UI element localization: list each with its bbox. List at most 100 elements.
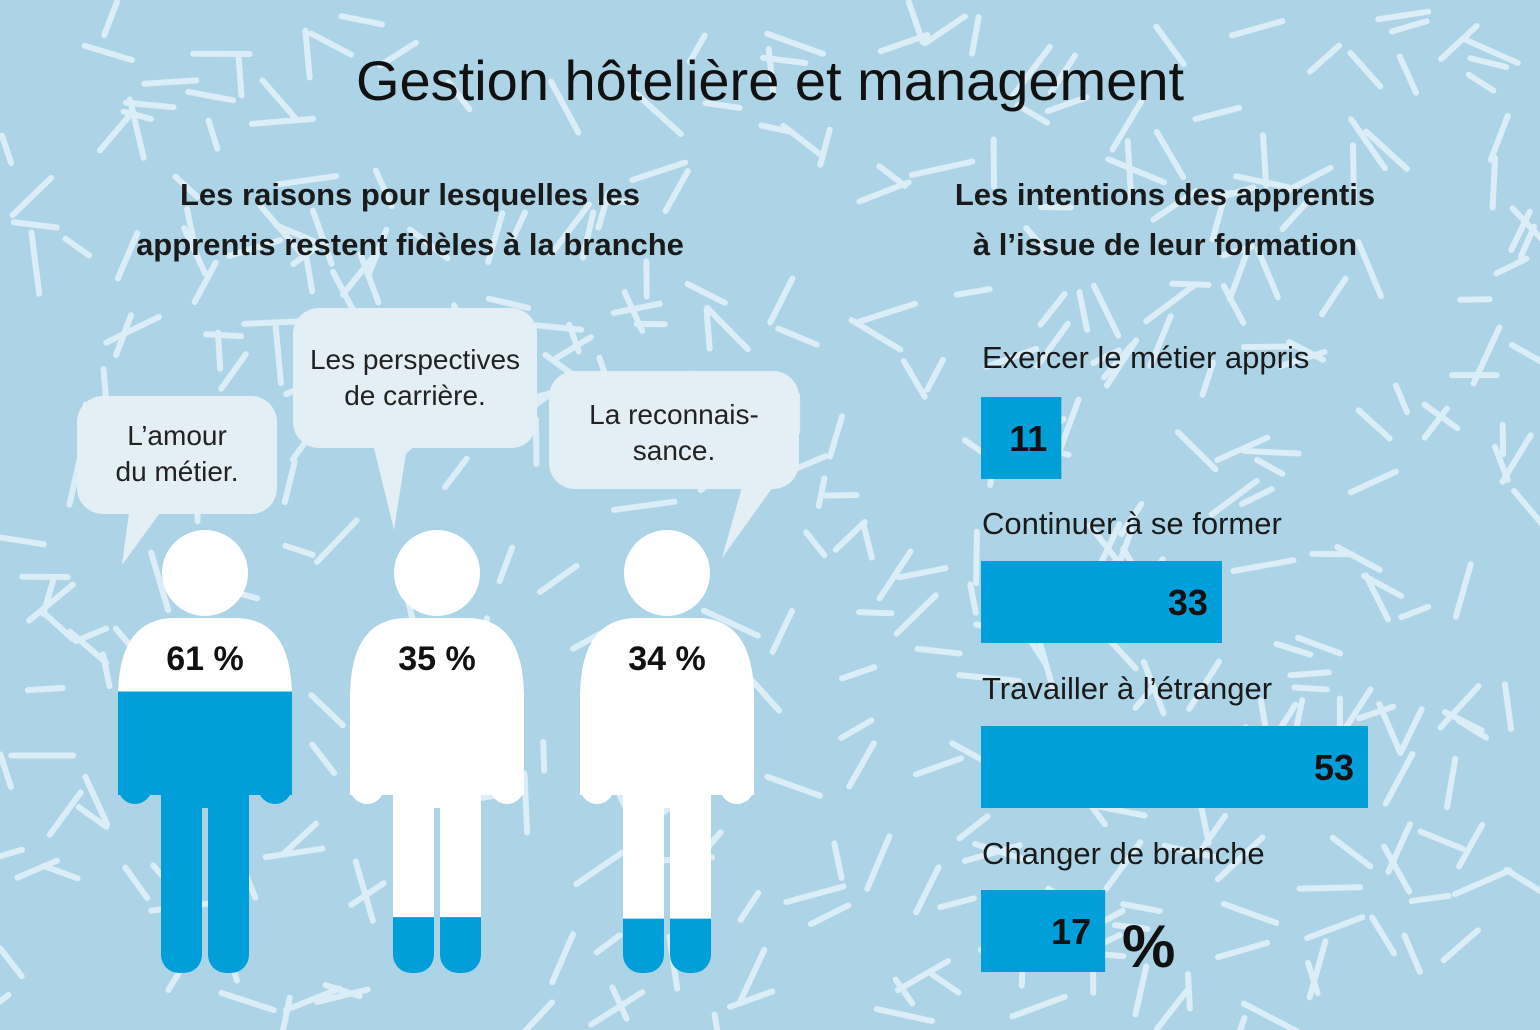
background-dash — [1401, 932, 1423, 975]
background-dash — [1236, 1014, 1248, 1030]
background-dash — [588, 989, 646, 1028]
background-dash — [1273, 641, 1314, 658]
background-dash — [1509, 205, 1540, 242]
background-dash — [1215, 939, 1271, 961]
background-dash — [1254, 246, 1281, 301]
background-dash — [1462, 36, 1521, 66]
background-dash — [1443, 755, 1459, 811]
left-subtitle-line-1: Les raisons pour lesquelles les — [179, 177, 641, 212]
background-dash — [1503, 866, 1540, 895]
background-dash — [40, 578, 57, 617]
left-subtitle: Les raisons pour lesquelles les apprenti… — [80, 170, 740, 270]
background-dash — [1304, 914, 1366, 942]
background-dash — [700, 607, 761, 639]
background-dash — [1361, 572, 1405, 600]
figure-fill — [623, 918, 711, 973]
background-dash — [726, 988, 776, 1010]
background-dash — [1090, 347, 1122, 366]
background-dash — [126, 96, 147, 161]
background-dash — [1241, 447, 1302, 457]
bubble-1-line-1: L’amour — [127, 420, 227, 451]
background-dash — [1369, 914, 1398, 957]
background-dash — [1421, 405, 1450, 441]
figure-body — [580, 618, 754, 973]
background-dash — [1230, 557, 1297, 574]
background-dash — [257, 202, 304, 256]
background-dash — [758, 122, 795, 135]
background-dash — [1107, 638, 1139, 672]
background-dash — [573, 849, 626, 888]
background-dash — [141, 77, 200, 87]
background-dash — [967, 581, 979, 616]
background-dash — [259, 77, 299, 122]
background-dash — [1229, 18, 1286, 39]
background-dash — [1440, 927, 1481, 964]
background-dash — [1143, 282, 1198, 325]
background-dash — [1306, 938, 1329, 1001]
background-dash — [1186, 658, 1222, 712]
background-dash — [1381, 843, 1413, 895]
background-dash — [24, 685, 66, 694]
background-dash — [521, 770, 531, 836]
background-dash — [101, 0, 121, 39]
background-dash — [1318, 275, 1349, 318]
bar-label-1: Exercer le métier appris — [982, 340, 1310, 375]
background-dash — [185, 88, 236, 104]
background-dash — [1392, 382, 1411, 416]
figure-value-label-3: 34 % — [628, 640, 706, 678]
background-dash — [10, 219, 60, 231]
background-dash — [860, 521, 875, 561]
background-dash — [0, 534, 47, 548]
background-dash — [540, 738, 548, 774]
background-dash — [598, 198, 640, 206]
background-dash — [921, 13, 968, 47]
background-dash — [1254, 456, 1286, 477]
background-dash — [1048, 52, 1078, 96]
intention-bar-4 — [981, 890, 1106, 972]
background-dash — [1456, 821, 1486, 870]
background-dash — [441, 455, 470, 491]
background-dash — [235, 51, 245, 99]
background-dash — [26, 581, 76, 624]
background-dash — [1199, 359, 1217, 398]
background-dash — [703, 307, 713, 352]
background-dash — [0, 945, 25, 980]
background-dash — [1240, 343, 1294, 351]
background-dash — [1214, 834, 1266, 883]
background-dash — [764, 30, 826, 57]
background-dash — [1090, 282, 1122, 339]
background-dash — [609, 984, 630, 1022]
background-dash — [0, 751, 14, 790]
background-dash — [1037, 290, 1068, 328]
background-dash — [633, 91, 684, 137]
background-dash — [962, 842, 1023, 864]
background-dash — [99, 651, 113, 690]
background-dash — [815, 475, 828, 509]
background-dash — [969, 14, 982, 57]
background-dash — [1109, 98, 1144, 153]
background-dash — [704, 304, 751, 353]
background-dash — [856, 179, 912, 205]
background-dash — [1214, 434, 1271, 464]
background-dash — [1438, 22, 1480, 62]
bubble-tail-2 — [372, 440, 408, 530]
background-dash — [329, 268, 358, 316]
background-dash — [839, 664, 878, 682]
background-dash — [1202, 188, 1252, 199]
right-subtitle: Les intentions des apprentis à l’issue d… — [900, 170, 1430, 270]
background-dash — [1287, 669, 1332, 679]
background-dash — [686, 32, 708, 65]
background-dash — [309, 741, 338, 777]
background-dash — [912, 755, 964, 778]
background-dash — [272, 323, 284, 387]
background-dash — [1174, 429, 1219, 473]
background-dash — [1362, 572, 1392, 623]
background-dash — [445, 79, 473, 113]
background-dash — [123, 99, 177, 111]
background-dash — [1169, 280, 1212, 288]
background-dash — [1014, 102, 1051, 126]
background-dash — [629, 159, 689, 184]
background-dash — [1009, 993, 1068, 1020]
background-dash — [1124, 138, 1135, 202]
background-dash — [1355, 239, 1384, 300]
